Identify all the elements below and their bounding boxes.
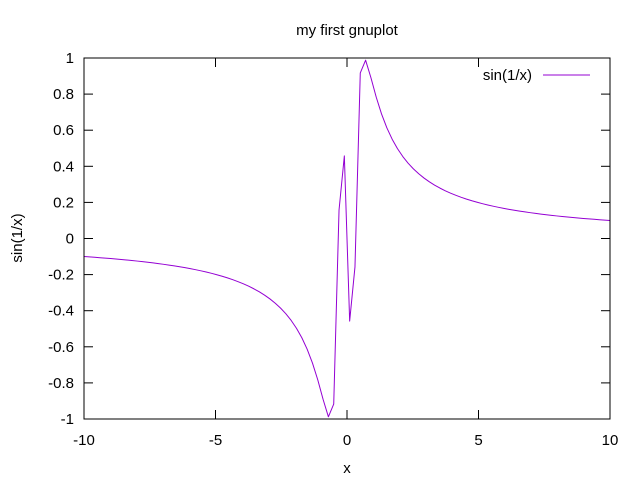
legend-label-sin-1-x: sin(1/x) bbox=[483, 67, 532, 84]
series-line-sin-1-x bbox=[83, 59, 611, 418]
y-tick-label: 0.2 bbox=[53, 194, 74, 211]
y-tick-label: -0.6 bbox=[48, 339, 74, 356]
y-tick-label: 0.6 bbox=[53, 122, 74, 139]
y-axis-ticks: -1 -0.8 -0.6 -0.4 -0.2 0 0.2 0.4 0.6 0.8 1 bbox=[48, 50, 610, 428]
x-tick-label: 5 bbox=[474, 432, 482, 449]
y-tick-label: -0.2 bbox=[48, 267, 74, 284]
x-tick-label: 0 bbox=[343, 432, 351, 449]
x-tick-label: -5 bbox=[209, 432, 222, 449]
y-tick-label: 0 bbox=[66, 231, 74, 248]
y-tick-label: -0.4 bbox=[48, 303, 74, 320]
chart-title: my first gnuplot bbox=[296, 22, 399, 39]
x-tick-label: 10 bbox=[602, 432, 619, 449]
y-tick-label: 1 bbox=[66, 50, 74, 67]
plot-area-border bbox=[83, 57, 611, 420]
x-tick-label: -10 bbox=[73, 432, 95, 449]
y-tick-label: -1 bbox=[61, 411, 74, 428]
x-axis-label: x bbox=[343, 460, 351, 477]
y-tick-label: -0.8 bbox=[48, 375, 74, 392]
legend: sin(1/x) bbox=[483, 67, 590, 84]
y-tick-label: 0.8 bbox=[53, 86, 74, 103]
y-tick-label: 0.4 bbox=[53, 158, 74, 175]
y-axis-label: sin(1/x) bbox=[9, 213, 26, 262]
